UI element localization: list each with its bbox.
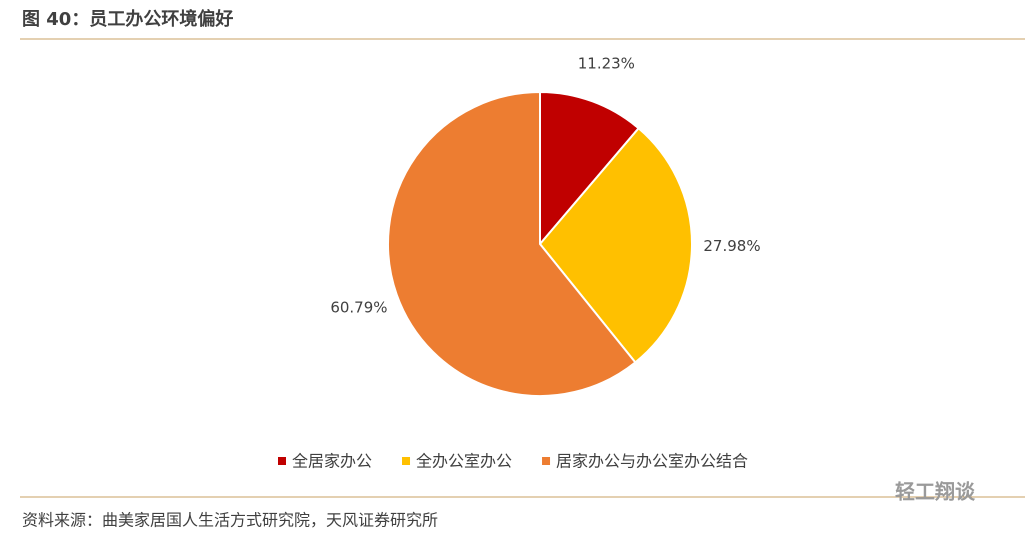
pie-slice [387, 90, 637, 397]
legend-swatch [402, 457, 411, 465]
legend-label: 全居家办公 [292, 452, 372, 471]
watermark: 轻工翔谈 [895, 480, 976, 504]
data-label: 27.98% [703, 237, 760, 255]
source-note: 资料来源：曲美家居国人生活方式研究院，天风证券研究所 [22, 511, 438, 530]
legend-label: 全办公室办公 [416, 452, 512, 471]
legend-swatch [278, 457, 286, 465]
legend-label: 居家办公与办公室办公结合 [556, 452, 748, 471]
legend-swatch [542, 457, 551, 465]
pie-slice [538, 126, 693, 364]
data-label: 11.23% [578, 54, 635, 72]
figure-title: 图 40：员工办公环境偏好 [22, 8, 233, 30]
data-label: 60.79% [330, 298, 387, 316]
pie-slice [539, 90, 640, 247]
